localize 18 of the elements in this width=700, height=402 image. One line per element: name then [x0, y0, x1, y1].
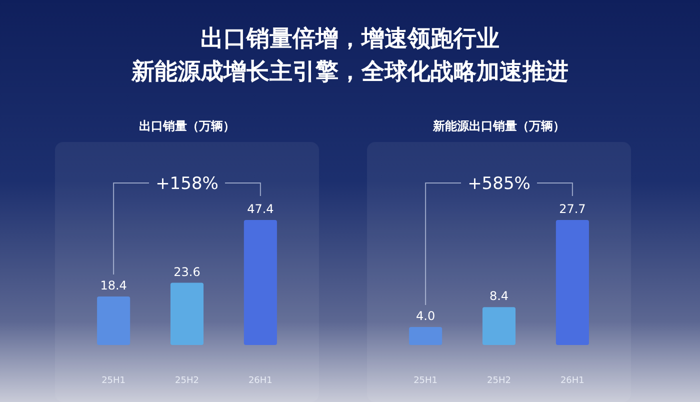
- x-tick-label: 25H2: [175, 376, 199, 386]
- data-label: 47.4: [247, 202, 274, 216]
- data-label: 27.7: [559, 202, 586, 216]
- text: 新能源成增长主引擎，全球化战略加速推进: [130, 58, 568, 85]
- data-label: 23.6: [174, 264, 200, 279]
- text: 出口销量倍增，增速领跑行业: [200, 26, 500, 52]
- x-tick-label: 25H1: [102, 376, 126, 386]
- x-tick-label: 26H1: [248, 376, 272, 386]
- x-tick-label: 25H1: [414, 376, 438, 386]
- x-tick-label: 25H2: [487, 376, 511, 386]
- text: +158%: [156, 174, 218, 194]
- data-label: 8.4: [489, 289, 509, 304]
- chart-title: 出口销量（万辆）: [139, 119, 235, 133]
- x-tick-label: 26H1: [560, 376, 584, 386]
- data-label: 18.4: [100, 278, 127, 292]
- text: +585%: [468, 174, 530, 194]
- chart-title: 新能源出口销量（万辆）: [432, 119, 565, 133]
- data-label: 4.0: [416, 308, 436, 323]
